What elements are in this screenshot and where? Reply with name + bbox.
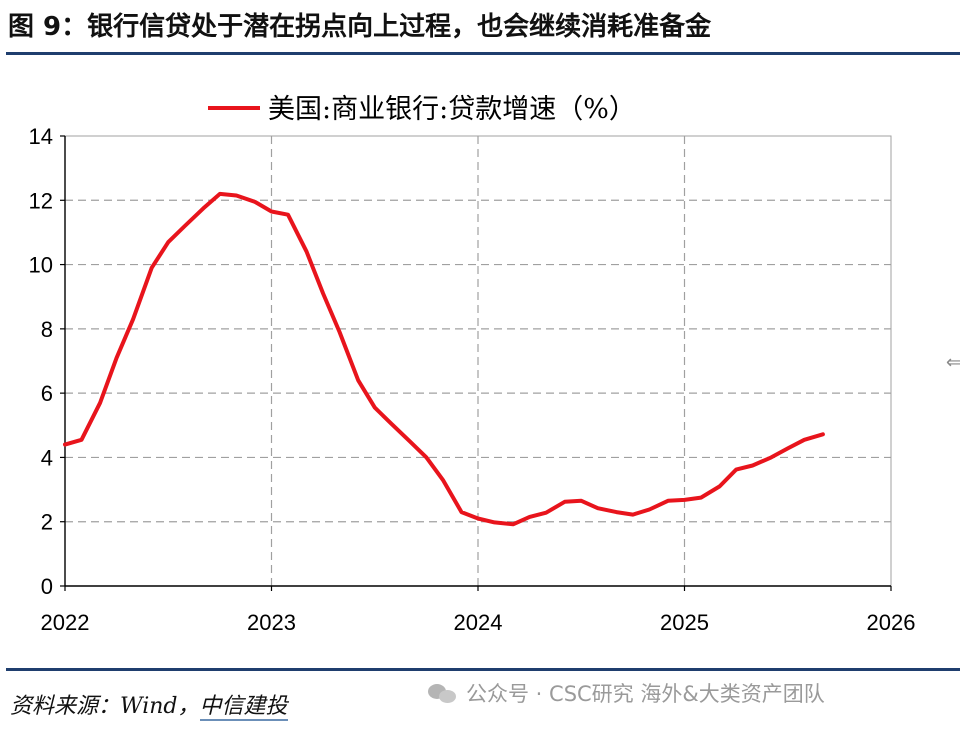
y-tick-label: 2 — [41, 510, 53, 535]
wechat-icon — [428, 682, 458, 704]
legend-layer: 美国:商业银行:贷款增速（%） — [208, 94, 636, 125]
watermark: 公众号 · CSC研究 海外&大类资产团队 — [428, 678, 825, 708]
y-tick-label: 12 — [29, 188, 53, 213]
figure-title: 图 9：银行信贷处于潜在拐点向上过程，也会继续消耗准备金 — [8, 12, 712, 42]
x-tick-label: 2022 — [41, 610, 90, 635]
x-tick-label: 2023 — [247, 610, 296, 635]
top-divider — [6, 52, 960, 55]
source-note: 资料来源：Wind，中信建投 — [10, 688, 288, 721]
y-tick-label: 8 — [41, 317, 53, 342]
series-line — [63, 191, 825, 527]
x-tick-label: 2026 — [867, 610, 916, 635]
legend-label: 美国:商业银行:贷款增速（%） — [268, 94, 636, 125]
left-arrow-icon: ⇐ — [946, 352, 960, 373]
source-brand: 中信建投 — [199, 694, 288, 721]
y-tick-label: 10 — [29, 253, 53, 278]
x-tick-label: 2025 — [660, 610, 709, 635]
axis-layer: 0 2 4 6 8 10 12 14 2022 2023 2024 2025 2026 — [29, 124, 916, 635]
line-chart: 0 2 4 6 8 10 12 14 2022 2023 2024 2025 2026 美国:商业银行:… — [29, 94, 916, 635]
y-tick-label: 4 — [41, 445, 53, 470]
series-layer — [63, 191, 825, 527]
source-prefix: 资料来源：Wind， — [10, 694, 200, 719]
watermark-text: 公众号 · CSC研究 海外&大类资产团队 — [466, 682, 825, 706]
y-tick-label: 0 — [41, 574, 53, 599]
y-tick-label: 6 — [41, 381, 53, 406]
x-tick-label: 2024 — [454, 610, 503, 635]
bottom-divider — [6, 668, 960, 671]
y-tick-label: 14 — [29, 124, 53, 149]
